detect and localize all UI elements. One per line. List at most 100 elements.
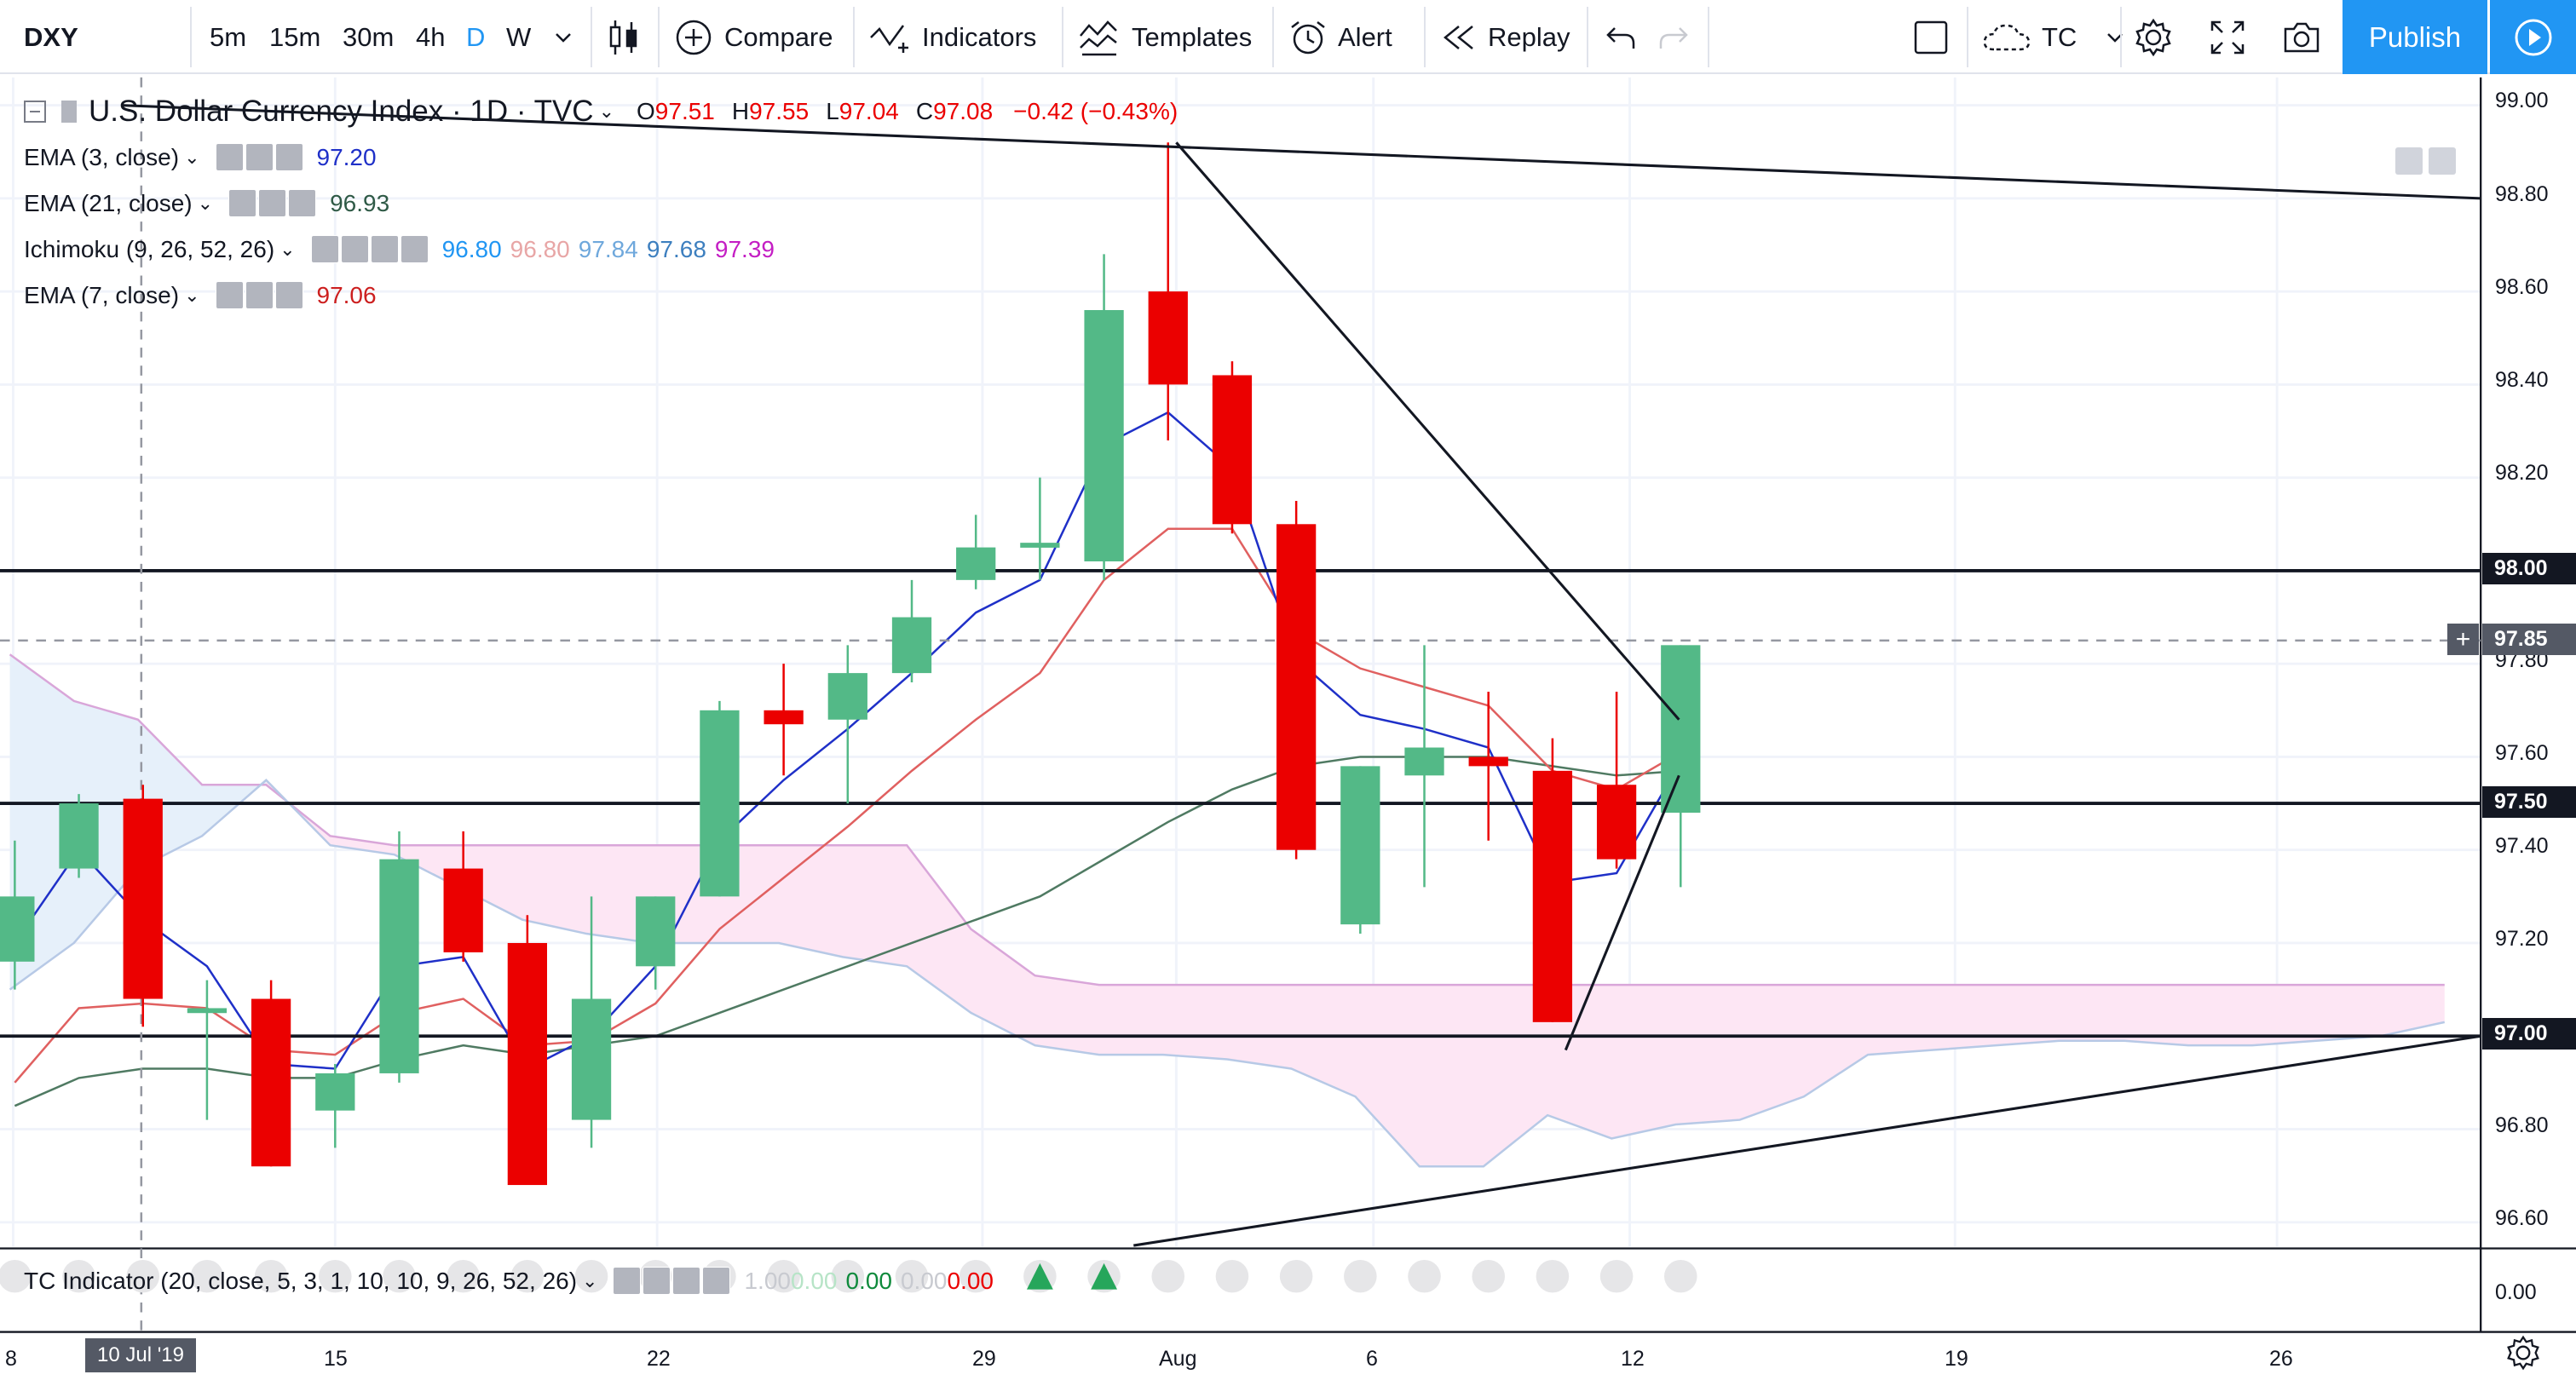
interval-30m[interactable]: 30m [343, 0, 394, 74]
chevron-down-icon[interactable]: ⌄ [582, 1269, 598, 1291]
flag-icon [61, 101, 77, 123]
eye-icon[interactable] [228, 189, 257, 217]
eye-icon[interactable] [215, 143, 244, 171]
close-icon[interactable] [702, 1267, 731, 1295]
symbol-search[interactable]: DXY [24, 0, 78, 74]
indicator-controls[interactable] [613, 1267, 732, 1295]
collapse-legend-icon[interactable] [24, 101, 46, 123]
interval-dropdown[interactable] [554, 0, 573, 74]
oscillator-dot [1279, 1259, 1313, 1293]
indicator-controls[interactable] [215, 281, 305, 309]
gear-icon[interactable] [245, 143, 274, 171]
interval-15m[interactable]: 15m [269, 0, 320, 74]
fullscreen-button[interactable] [2209, 0, 2246, 74]
close-icon[interactable] [400, 235, 429, 263]
cloud-icon [1983, 24, 2031, 50]
alert-button[interactable]: Alert [1288, 0, 1392, 74]
tc-indicator-legend[interactable]: TC Indicator (20, close, 5, 3, 1, 10, 10… [24, 1267, 994, 1295]
ichimoku-label: Ichimoku (9, 26, 52, 26) [24, 235, 275, 262]
open-label: O [637, 98, 655, 124]
redo-icon [1659, 26, 1688, 49]
interval-d[interactable]: D [466, 0, 485, 74]
chevron-down-icon[interactable]: ⌄ [197, 192, 214, 214]
symbol-title[interactable]: U.S. Dollar Currency Index · 1D · TVC [89, 95, 594, 128]
snapshot-button[interactable] [2282, 0, 2321, 74]
ichimoku-legend[interactable]: Ichimoku (9, 26, 52, 26) ⌄ 96.80 96.80 97… [24, 235, 775, 263]
close-icon[interactable] [274, 143, 303, 171]
ema21-line [14, 756, 1681, 1107]
low-label: L [826, 98, 839, 124]
indicators-button[interactable]: Indicators [869, 0, 1036, 74]
change-value: −0.42 (−0.43%) [1013, 98, 1179, 124]
source-icon[interactable] [370, 235, 399, 263]
candle-up [700, 710, 740, 897]
candle-up [1661, 645, 1701, 814]
fullscreen-layout-button[interactable] [1913, 0, 1949, 74]
pane-maximize-button[interactable] [2429, 147, 2456, 175]
oscillator-dot [895, 1259, 929, 1293]
close-label: C [915, 98, 934, 124]
toolbar-divider [2120, 7, 2122, 67]
settings-button[interactable] [2134, 0, 2173, 74]
ema21-legend[interactable]: EMA (21, close) ⌄ 96.93 [24, 189, 389, 217]
oscillator-dot [383, 1259, 416, 1293]
close-icon[interactable] [288, 189, 317, 217]
oscillator-dot [447, 1259, 480, 1293]
eye-icon[interactable] [613, 1267, 642, 1295]
ema7-value: 97.06 [316, 281, 377, 308]
publish-button[interactable]: Publish [2343, 0, 2487, 74]
gear-icon[interactable] [340, 235, 369, 263]
gear-icon[interactable] [245, 281, 274, 309]
pane-collapse-button[interactable] [2395, 147, 2423, 175]
oscillator-dot [1408, 1259, 1441, 1293]
price-axis-label: 98.40 [2495, 368, 2549, 392]
toolbar-divider [190, 7, 192, 67]
toolbar-divider [658, 7, 660, 67]
chevron-down-icon[interactable]: ⌄ [598, 101, 615, 122]
undo-button[interactable] [1605, 0, 1637, 74]
indicator-controls[interactable] [215, 143, 305, 171]
source-icon[interactable] [672, 1267, 701, 1295]
oscillator-dot [831, 1259, 865, 1293]
price-axis-label: 97.60 [2495, 741, 2549, 765]
compare-button[interactable]: Compare [675, 0, 833, 74]
close-icon[interactable] [274, 281, 303, 309]
interval-4h[interactable]: 4h [416, 0, 445, 74]
eye-icon[interactable] [310, 235, 339, 263]
toolbar-divider [1424, 7, 1426, 67]
candle-up [571, 998, 612, 1120]
redo-button[interactable] [1657, 0, 1690, 74]
chevron-down-icon[interactable]: ⌄ [279, 238, 296, 260]
indicator-controls[interactable] [310, 235, 430, 263]
chart-area[interactable]: U.S. Dollar Currency Index · 1D · TVC ⌄ … [0, 76, 2576, 1386]
layout-label: TC [2042, 21, 2078, 52]
indicator-controls[interactable] [228, 189, 318, 217]
crosshair-plus-icon[interactable]: + [2447, 624, 2479, 655]
chart-type-button[interactable] [607, 0, 641, 74]
price-axis-label: 99.00 [2495, 89, 2549, 112]
oscillator-dot [190, 1259, 224, 1293]
candle-up [1020, 543, 1060, 548]
chart-settings-button[interactable] [2505, 1335, 2541, 1375]
ema7-legend[interactable]: EMA (7, close) ⌄ 97.06 [24, 281, 377, 309]
expand-icon [2210, 20, 2245, 54]
chevron-down-icon[interactable]: ⌄ [184, 284, 200, 306]
eye-icon[interactable] [215, 281, 244, 309]
ichimoku-value-span-b: 97.39 [714, 235, 775, 262]
gear-icon[interactable] [643, 1267, 671, 1295]
oscillator-dot [574, 1259, 608, 1293]
ema3-legend[interactable]: EMA (3, close) ⌄ 97.20 [24, 143, 377, 171]
chevron-down-icon[interactable]: ⌄ [184, 146, 200, 168]
chart-canvas[interactable] [0, 76, 2576, 1386]
oscillator-dot [1151, 1259, 1185, 1293]
replay-button[interactable]: Replay [1442, 0, 1570, 74]
toolbar-divider [1708, 7, 1709, 67]
replay-label: Replay [1488, 21, 1570, 52]
go-live-button[interactable] [2490, 0, 2576, 74]
gear-icon[interactable] [258, 189, 287, 217]
interval-5m[interactable]: 5m [210, 0, 246, 74]
templates-button[interactable]: Templates [1079, 0, 1252, 74]
interval-w[interactable]: W [506, 0, 531, 74]
toolbar-divider [1272, 7, 1274, 67]
layout-menu[interactable]: TC [1982, 0, 2124, 74]
